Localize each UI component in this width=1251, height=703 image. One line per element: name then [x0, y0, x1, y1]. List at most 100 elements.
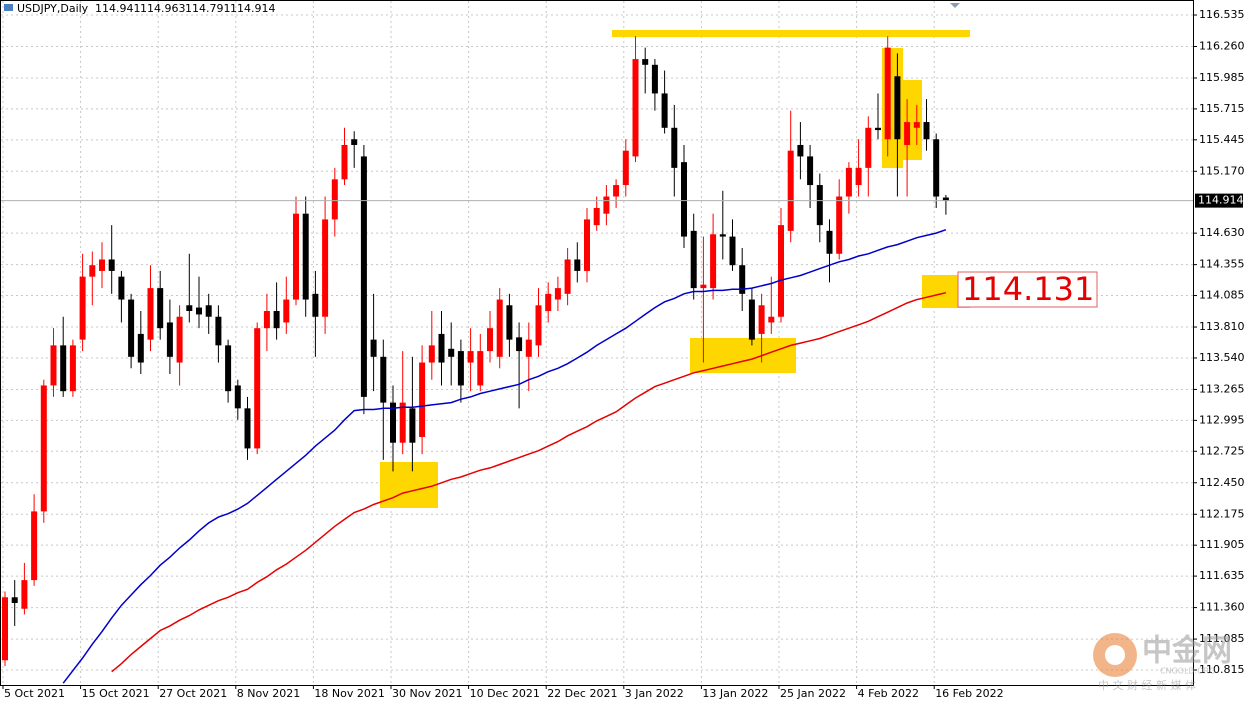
symbol-title: USDJPY,Daily	[17, 2, 89, 15]
ma-line	[62, 228, 947, 684]
y-tick-label: 114.085	[1199, 289, 1245, 302]
x-tick-label: 27 Oct 2021	[159, 687, 227, 700]
candle-body	[409, 408, 416, 443]
candle-body	[622, 150, 629, 186]
y-tick-label: 112.725	[1199, 444, 1245, 457]
candle-body	[186, 305, 193, 312]
candle-body	[312, 293, 319, 317]
candle-body	[40, 385, 47, 512]
y-axis: 116.535 116.260 115.985 115.715 115.445 115.1…	[1193, 8, 1245, 676]
candle-body	[632, 59, 639, 157]
candle-body	[719, 234, 726, 237]
candle-body	[942, 197, 949, 201]
candle-body	[496, 299, 503, 357]
candle-body	[360, 156, 367, 397]
candle-body	[845, 167, 852, 197]
x-tick-label: 8 Nov 2021	[237, 687, 300, 700]
candle-body	[341, 144, 348, 180]
candle-body	[467, 351, 474, 363]
highlight-box	[690, 338, 796, 373]
candle-body	[729, 236, 736, 266]
y-tick-label: 115.445	[1199, 133, 1245, 146]
candle-body	[99, 259, 105, 271]
x-axis: 5 Oct 2021 15 Oct 2021 27 Oct 2021 8 Nov 20…	[2, 685, 1004, 700]
price-label-bg	[1195, 193, 1243, 208]
candle-body	[651, 64, 658, 94]
y-tick-label: 114.630	[1199, 226, 1245, 239]
candle-body	[807, 156, 814, 186]
plot-frame	[0, 0, 1194, 686]
highlight-box	[380, 462, 438, 508]
candle-body	[331, 179, 338, 220]
x-tick-label: 30 Nov 2021	[392, 687, 462, 700]
candle-body	[797, 144, 804, 157]
candle-body	[302, 213, 309, 300]
candle-body	[913, 122, 920, 128]
candle-body	[904, 122, 911, 145]
header-close: 114.914	[230, 2, 276, 15]
candle-body	[593, 207, 600, 226]
candle-body	[836, 196, 843, 254]
annotation-box	[957, 271, 1098, 308]
slogan: 中 文 财 经 新 媒 体	[1098, 678, 1196, 692]
candle-body	[506, 305, 513, 340]
candle-body	[108, 259, 115, 271]
x-tick-label: 5 Oct 2021	[4, 687, 65, 700]
highlight-box	[903, 80, 922, 160]
candle-body	[2, 597, 8, 661]
y-tick-label: 111.635	[1199, 569, 1245, 582]
shift-marker	[950, 3, 960, 8]
annotation: 114.131	[962, 270, 1094, 308]
candle-body	[855, 167, 862, 186]
candle-body	[690, 230, 697, 289]
candle-body	[884, 47, 891, 140]
candle-body	[613, 185, 620, 197]
candle-body	[157, 288, 164, 329]
candle-body	[370, 339, 377, 357]
candle-body	[700, 284, 707, 289]
ma-line	[111, 291, 947, 673]
candle-body	[225, 345, 232, 392]
x-tick-label: 25 Jan 2022	[780, 687, 846, 700]
candle-body	[642, 59, 649, 65]
x-tick-label: 18 Nov 2021	[314, 687, 384, 700]
candle-body	[196, 307, 202, 315]
candle-body	[448, 348, 455, 357]
candle-body	[293, 213, 299, 300]
y-tick-label: 116.260	[1199, 39, 1245, 52]
header-high: 114.963	[140, 2, 186, 15]
candle-body	[60, 345, 67, 392]
y-tick-label: 113.540	[1199, 351, 1245, 364]
y-tick-label: 115.985	[1199, 71, 1245, 84]
y-tick-label: 110.815	[1199, 663, 1245, 676]
y-tick-label: 113.265	[1199, 382, 1245, 395]
candle-body	[69, 345, 76, 392]
candle-body	[390, 402, 396, 443]
candle-body	[79, 276, 86, 340]
header-open: 114.941	[95, 2, 141, 15]
candle-body	[128, 299, 135, 357]
site: CNGOLD.ORG	[1160, 667, 1215, 676]
candle-body	[768, 316, 775, 323]
candle-body	[787, 150, 794, 231]
candle-body	[710, 234, 717, 289]
candle-body	[516, 337, 523, 352]
candle-body	[166, 322, 173, 357]
candle-body	[147, 288, 154, 340]
candle-body	[380, 356, 387, 403]
y-tick-label: 115.715	[1199, 102, 1245, 115]
candle-body	[89, 265, 96, 277]
header: USDJPY,Daily 114.941 114.963 114.791 114…	[4, 2, 276, 15]
candle-body	[477, 351, 484, 386]
resistance-line	[612, 30, 970, 37]
x-tick-label: 3 Jan 2022	[625, 687, 684, 700]
x-tick-label: 10 Dec 2021	[470, 687, 540, 700]
header-low: 114.791	[185, 2, 231, 15]
candle-body	[234, 385, 241, 409]
watermark: 中金网 CNGOLD.ORG 中 文 财 经 新 媒 体	[1093, 633, 1232, 692]
candle-body	[428, 345, 435, 363]
price-label: 114.914	[1198, 194, 1244, 207]
candle-body	[525, 339, 532, 357]
candle-body	[31, 511, 38, 581]
y-tick-label: 116.535	[1199, 8, 1245, 21]
